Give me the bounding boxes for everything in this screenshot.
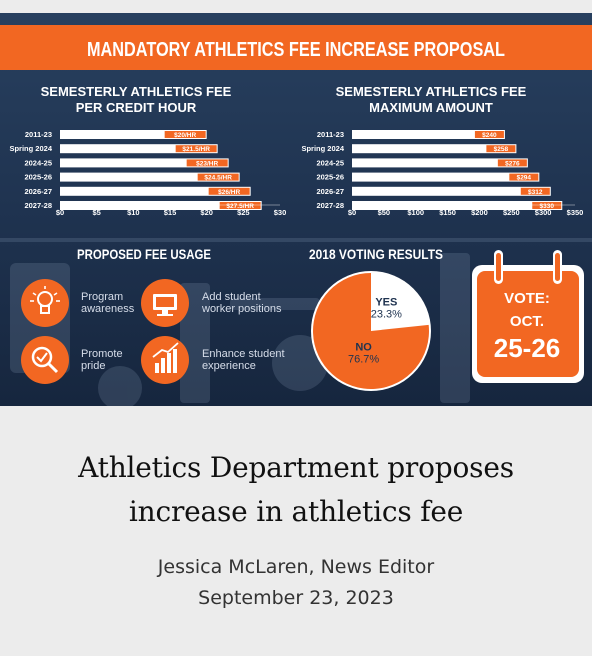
bar	[352, 158, 528, 168]
data-label-bg	[164, 131, 206, 138]
gym-background-decor	[0, 238, 592, 406]
tick-label: $300	[535, 208, 552, 217]
fee-usage-label-student-experience: Enhance student experience	[202, 348, 288, 372]
title-banner	[0, 25, 592, 70]
data-label-bg	[509, 173, 539, 181]
bar	[352, 186, 551, 196]
fee-usage-label-student-workers: Add student worker positions	[201, 291, 282, 315]
growth-chart-icon	[141, 336, 189, 384]
data-label-bg	[175, 145, 217, 153]
fee-usage-title: PROPOSED FEE USAGE	[77, 246, 211, 262]
data-label-bg	[486, 145, 516, 153]
vote-days: 25-26	[494, 333, 561, 363]
bar	[60, 144, 218, 154]
category-label: 2024-25	[24, 158, 52, 167]
chart-title-line: SEMESTERLY ATHLETICS FEE	[41, 84, 232, 99]
fee-usage-label-program-awareness: Program awareness	[81, 291, 135, 315]
tick-label: $200	[471, 208, 488, 217]
data-label: $27.5/HR	[226, 203, 254, 210]
chart-title-line: MAXIMUM AMOUNT	[369, 100, 493, 115]
data-label: $240	[482, 132, 497, 139]
category-label: 2026-27	[24, 187, 52, 196]
category-label: 2025-26	[316, 173, 344, 182]
tick-label: $25	[237, 208, 250, 217]
pie-slice-value: 76.7%	[348, 354, 379, 366]
tick-label: $20	[200, 208, 213, 217]
data-label: $258	[494, 146, 509, 153]
data-label: $276	[505, 160, 520, 167]
lightbulb-icon	[21, 279, 69, 327]
tick-label: $50	[378, 208, 391, 217]
pie-slice	[371, 273, 429, 331]
bar	[352, 201, 563, 210]
magnifier-check-icon	[21, 336, 69, 384]
category-label: 2027-28	[316, 201, 344, 210]
tick-label: $0	[348, 208, 356, 217]
pie-slice-label: NO	[355, 342, 372, 354]
vote-month: OCT.	[510, 313, 544, 330]
bar	[60, 186, 251, 196]
data-label-bg	[520, 187, 550, 195]
bar	[352, 130, 505, 139]
category-label: 2027-28	[24, 201, 52, 210]
bar	[352, 172, 540, 182]
tick-label: $0	[56, 208, 64, 217]
bar	[60, 158, 229, 168]
headline-line-1[interactable]: Athletics Department proposes	[78, 451, 514, 484]
chart-title-line: PER CREDIT HOUR	[76, 100, 197, 115]
bar	[352, 144, 517, 154]
bar	[60, 172, 240, 182]
data-label-bg	[474, 131, 504, 138]
article-headline[interactable]: Athletics Department proposes increase i…	[0, 446, 592, 534]
pie-slice-value: 23.3%	[371, 308, 402, 320]
tick-label: $350	[567, 208, 584, 217]
monitor-icon	[141, 279, 189, 327]
category-label: Spring 2024	[9, 144, 52, 153]
category-label: 2026-27	[316, 187, 344, 196]
chart-title-line: SEMESTERLY ATHLETICS FEE	[336, 84, 527, 99]
vote-label: VOTE:	[504, 290, 550, 307]
tick-label: $100	[407, 208, 424, 217]
data-label-bg	[186, 159, 228, 167]
fee-usage-label-promote-pride: Promote pride	[81, 348, 126, 372]
tick-label: $10	[127, 208, 140, 217]
category-label: 2011-23	[25, 130, 52, 139]
data-label: $21.5/HR	[182, 146, 210, 153]
pie-slice	[313, 273, 429, 389]
tick-label: $250	[503, 208, 520, 217]
data-label: $312	[528, 189, 543, 196]
data-label-bg	[219, 202, 261, 209]
data-label-bg	[532, 202, 562, 209]
data-label-bg	[197, 173, 239, 181]
category-label: 2025-26	[24, 173, 52, 182]
tick-label: $5	[92, 208, 100, 217]
tick-label: $30	[274, 208, 287, 217]
data-label-bg	[208, 187, 250, 195]
bar	[60, 130, 207, 139]
pie-slice-label: YES	[375, 296, 397, 308]
headline-line-2[interactable]: increase in athletics fee	[128, 495, 464, 528]
calendar-icon	[472, 250, 584, 383]
category-label: 2011-23	[317, 130, 344, 139]
banner-title: MANDATORY ATHLETICS FEE INCREASE PROPOSA…	[87, 39, 505, 61]
category-label: 2024-25	[316, 158, 344, 167]
bar	[60, 201, 262, 210]
data-label: $26/HR	[218, 189, 240, 196]
article-date: September 23, 2023	[198, 587, 394, 609]
article-byline[interactable]: Jessica McLaren, News Editor	[157, 556, 435, 578]
data-label-bg	[497, 159, 527, 167]
infographic-image[interactable]: MANDATORY ATHLETICS FEE INCREASE PROPOSA…	[0, 13, 592, 406]
tick-label: $150	[439, 208, 456, 217]
data-label: $24.5/HR	[204, 175, 232, 182]
data-label: $20/HR	[174, 132, 196, 139]
voting-results-title: 2018 VOTING RESULTS	[309, 246, 443, 262]
tick-label: $15	[164, 208, 177, 217]
category-label: Spring 2024	[301, 144, 344, 153]
data-label: $330	[540, 203, 555, 210]
data-label: $294	[517, 175, 532, 182]
data-label: $23/HR	[196, 160, 218, 167]
